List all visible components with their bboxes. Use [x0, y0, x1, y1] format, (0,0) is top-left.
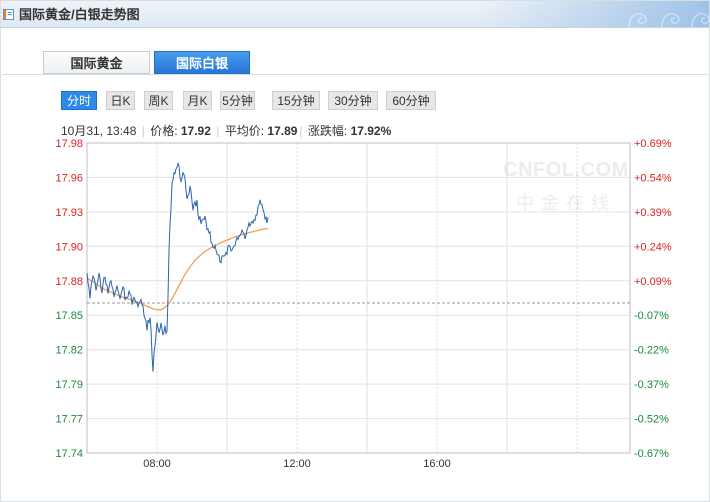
- svg-text:17.82: 17.82: [55, 345, 83, 357]
- svg-text:+0.09%: +0.09%: [634, 276, 672, 288]
- svg-text:-0.37%: -0.37%: [634, 379, 669, 391]
- svg-text:+0.54%: +0.54%: [634, 172, 672, 184]
- svg-text:17.77: 17.77: [55, 414, 83, 426]
- svg-text:17.93: 17.93: [55, 207, 83, 219]
- svg-text:17.96: 17.96: [55, 172, 83, 184]
- svg-text:-0.52%: -0.52%: [634, 414, 669, 426]
- svg-text:-0.07%: -0.07%: [634, 310, 669, 322]
- svg-text:+0.24%: +0.24%: [634, 241, 672, 253]
- svg-text:+0.69%: +0.69%: [634, 139, 672, 150]
- svg-text:-0.67%: -0.67%: [634, 448, 669, 460]
- svg-text:08:00: 08:00: [143, 458, 171, 470]
- svg-text:17.90: 17.90: [55, 241, 83, 253]
- svg-text:-0.22%: -0.22%: [634, 345, 669, 357]
- svg-text:中金在线: 中金在线: [516, 193, 616, 213]
- svg-text:12:00: 12:00: [283, 458, 311, 470]
- svg-text:17.74: 17.74: [55, 448, 83, 460]
- svg-text:17.85: 17.85: [55, 310, 83, 322]
- svg-text:CNFOL.COM: CNFOL.COM: [503, 159, 629, 181]
- svg-text:16:00: 16:00: [423, 458, 451, 470]
- svg-text:+0.39%: +0.39%: [634, 207, 672, 219]
- svg-text:17.88: 17.88: [55, 276, 83, 288]
- svg-text:17.98: 17.98: [55, 139, 83, 150]
- svg-text:17.79: 17.79: [55, 379, 83, 391]
